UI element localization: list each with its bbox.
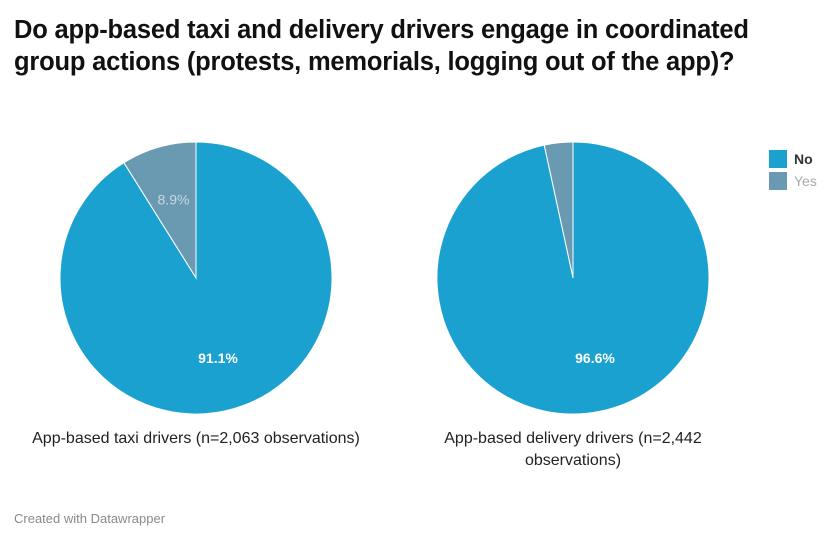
pie-caption-taxi: App-based taxi drivers (n=2,063 observat… (32, 430, 360, 447)
legend-item-yes: Yes (769, 170, 829, 192)
pie-caption-delivery: App-based delivery drivers (n=2,442 obse… (444, 430, 702, 469)
pie-slice-delivery-no (436, 141, 710, 415)
legend-label-yes: Yes (794, 173, 817, 189)
legend-label-no: No (794, 151, 813, 167)
legend-swatch-no (769, 150, 787, 168)
pie-value-label-taxi-yes: 8.9% (158, 192, 190, 208)
pie-value-label-delivery-no: 96.6% (575, 350, 615, 366)
legend: No Yes (769, 148, 829, 192)
legend-item-no: No (769, 148, 829, 170)
chart-title: Do app-based taxi and delivery drivers e… (14, 16, 749, 76)
footer-credit: Created with Datawrapper (14, 511, 166, 526)
legend-swatch-yes (769, 172, 787, 190)
pie-slice-taxi-no (59, 141, 333, 415)
pie-value-label-taxi-no: 91.1% (198, 350, 238, 366)
